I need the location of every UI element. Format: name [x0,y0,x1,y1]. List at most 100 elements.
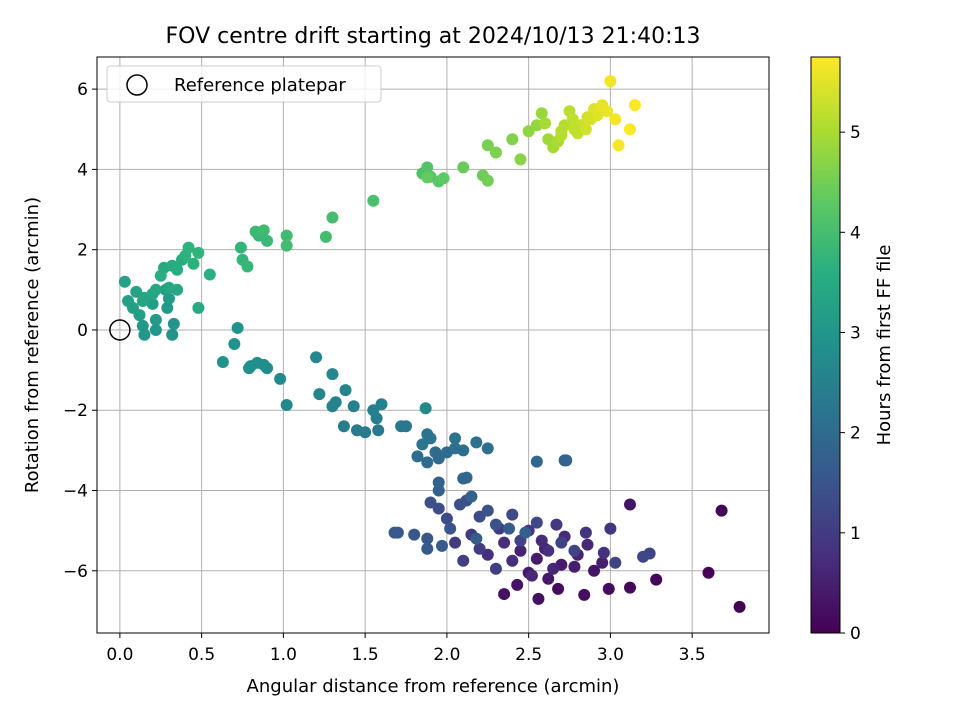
data-point [171,283,184,296]
data-point [421,532,434,545]
data-point [231,321,244,334]
data-point [596,556,609,569]
data-point [578,588,591,601]
data-point [460,471,473,484]
colorbar-tick-label: 5 [850,123,861,143]
data-point [514,153,527,166]
data-point [519,526,532,539]
data-point [421,456,434,469]
x-tick-label: 3.5 [679,645,706,665]
data-point [440,512,453,525]
y-axis-ticks: −6 −4 −2 0 2 4 6 [63,80,97,582]
colorbar-label: Hours from first FF file [874,245,895,446]
data-point [473,542,486,555]
x-tick-label: 3.0 [597,645,624,665]
data-point [243,362,256,375]
data-point [542,572,555,585]
data-point [337,420,350,433]
data-point [588,564,601,577]
data-point [624,123,637,136]
data-point [274,372,287,385]
data-point [372,424,385,437]
data-point [203,268,216,281]
data-point [411,450,424,463]
data-point [326,400,339,413]
data-point [457,161,470,174]
y-tick-label: 6 [77,80,88,100]
data-point [579,123,592,136]
data-point [604,75,617,88]
data-point [192,301,205,314]
colorbar-tick-label: 3 [850,323,861,343]
data-point [350,424,363,437]
x-tick-label: 0.5 [188,645,215,665]
data-point [319,230,332,243]
data-point [489,518,502,531]
y-tick-label: −6 [63,562,88,582]
data-point [555,129,568,142]
data-point [650,573,663,586]
data-point [457,444,470,457]
data-point [280,399,293,412]
y-tick-label: 4 [77,160,88,180]
data-point [498,588,511,601]
data-point [525,569,538,582]
y-tick-label: −2 [63,401,88,421]
data-point [612,139,625,152]
data-point [339,384,352,397]
data-point [149,283,162,296]
data-point [136,319,149,332]
data-point [465,490,478,503]
data-point [326,211,339,224]
data-point [154,269,167,282]
colorbar-tick-label: 1 [850,524,861,544]
data-point [604,522,617,535]
data-point [489,146,502,159]
x-tick-label: 1.5 [352,645,379,665]
y-tick-label: −4 [63,482,88,502]
data-point [624,581,637,594]
plot-frame [96,56,770,634]
data-point [421,161,434,174]
data-point [192,246,205,259]
data-point [609,113,622,126]
data-point [628,99,641,112]
x-tick-label: 2.0 [433,645,460,665]
data-point [547,562,560,575]
data-point [187,257,200,270]
data-point [532,592,545,605]
data-point [568,560,581,573]
data-point [597,546,610,559]
x-tick-label: 1.0 [270,645,297,665]
data-point [481,174,494,187]
x-axis-ticks: 0.0 0.5 1.0 1.5 2.0 2.5 3.0 3.5 [106,633,706,665]
data-point [136,295,149,308]
data-point [601,105,614,118]
data-point [421,171,434,184]
data-point [182,241,195,254]
reference-platepar-marker [109,319,131,341]
data-point [395,420,408,433]
legend-box [106,65,382,103]
data-point [261,234,274,247]
data-point [506,133,519,146]
y-tick-label: 0 [77,321,88,341]
chart-title: FOV centre drift starting at 2024/10/13 … [166,24,701,49]
data-point [171,263,184,276]
data-point [552,582,565,595]
colorbar-tick-label: 4 [850,223,861,243]
colorbar-ticks: 0 1 2 3 4 5 [840,123,861,644]
data-point [166,328,179,341]
data-point [388,526,401,539]
data-points [118,75,746,613]
x-tick-label: 2.5 [515,645,542,665]
data-point [591,109,604,122]
data-point [542,544,555,557]
data-point [481,442,494,455]
data-point [535,107,548,120]
data-point [435,539,448,552]
data-point [449,432,462,445]
data-point [280,229,293,242]
data-point [624,498,637,511]
